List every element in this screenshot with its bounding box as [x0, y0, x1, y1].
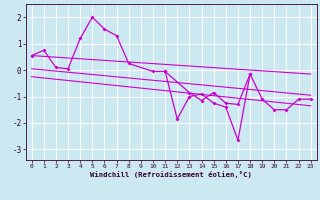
X-axis label: Windchill (Refroidissement éolien,°C): Windchill (Refroidissement éolien,°C)	[90, 171, 252, 178]
